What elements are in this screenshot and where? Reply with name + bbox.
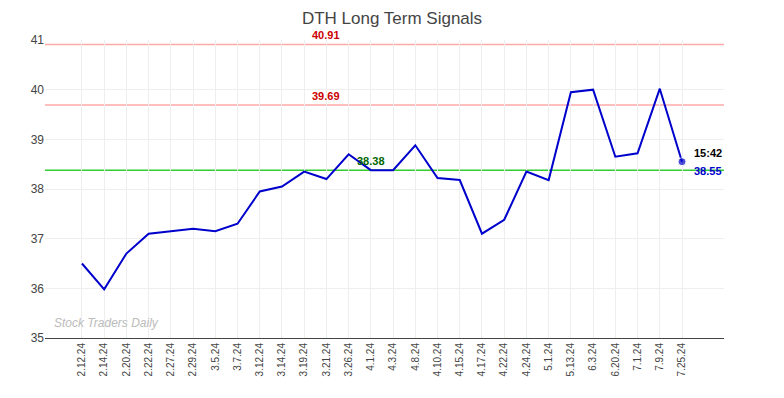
- svg-text:4.1.24: 4.1.24: [365, 343, 376, 371]
- svg-text:4.8.24: 4.8.24: [410, 343, 421, 371]
- svg-text:4.3.24: 4.3.24: [387, 343, 398, 371]
- svg-text:2.14.24: 2.14.24: [98, 343, 109, 377]
- svg-text:2.22.24: 2.22.24: [143, 343, 154, 377]
- svg-text:2.29.24: 2.29.24: [187, 343, 198, 377]
- svg-text:3.14.24: 3.14.24: [276, 343, 287, 377]
- svg-text:4.17.24: 4.17.24: [476, 343, 487, 377]
- svg-text:2.27.24: 2.27.24: [165, 343, 176, 377]
- svg-text:5.1.24: 5.1.24: [543, 343, 554, 371]
- svg-text:40: 40: [31, 83, 45, 97]
- svg-text:7.25.24: 7.25.24: [676, 343, 687, 377]
- svg-text:39.69: 39.69: [312, 90, 340, 102]
- svg-text:7.1.24: 7.1.24: [632, 343, 643, 371]
- svg-text:4.24.24: 4.24.24: [521, 343, 532, 377]
- svg-text:38: 38: [31, 182, 45, 196]
- svg-text:3.19.24: 3.19.24: [298, 343, 309, 377]
- svg-text:6.20.24: 6.20.24: [610, 343, 621, 377]
- svg-text:3.12.24: 3.12.24: [254, 343, 265, 377]
- svg-text:4.15.24: 4.15.24: [454, 343, 465, 377]
- svg-text:3.21.24: 3.21.24: [321, 343, 332, 377]
- svg-text:7.9.24: 7.9.24: [654, 343, 665, 371]
- svg-text:35: 35: [31, 331, 45, 345]
- svg-text:39: 39: [31, 133, 45, 147]
- svg-text:3.5.24: 3.5.24: [210, 343, 221, 371]
- svg-text:2.20.24: 2.20.24: [121, 343, 132, 377]
- svg-text:Stock Traders Daily: Stock Traders Daily: [54, 316, 159, 330]
- svg-text:2.12.24: 2.12.24: [76, 343, 87, 377]
- svg-text:38.55: 38.55: [694, 165, 722, 177]
- svg-text:40.91: 40.91: [312, 29, 340, 41]
- svg-text:5.13.24: 5.13.24: [565, 343, 576, 377]
- svg-text:4.10.24: 4.10.24: [432, 343, 443, 377]
- svg-text:38.38: 38.38: [357, 155, 385, 167]
- svg-text:36: 36: [31, 282, 45, 296]
- svg-text:41: 41: [31, 33, 45, 47]
- svg-text:4.22.24: 4.22.24: [498, 343, 509, 377]
- svg-text:6.3.24: 6.3.24: [587, 343, 598, 371]
- svg-text:3.26.24: 3.26.24: [343, 343, 354, 377]
- svg-text:37: 37: [31, 232, 45, 246]
- svg-text:3.7.24: 3.7.24: [232, 343, 243, 371]
- svg-text:DTH Long Term Signals: DTH Long Term Signals: [302, 9, 482, 28]
- svg-text:15:42: 15:42: [694, 147, 722, 159]
